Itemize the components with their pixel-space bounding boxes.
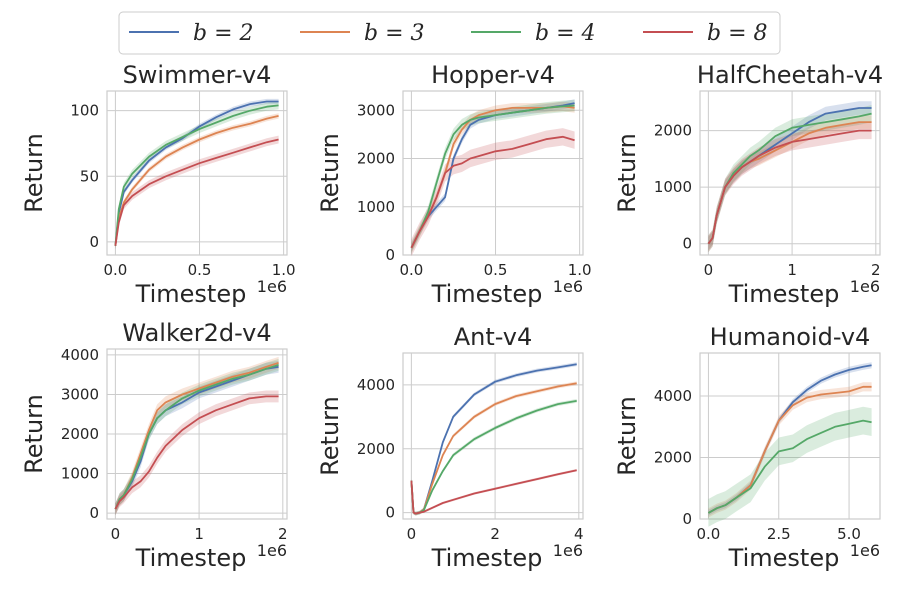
plot-area	[106, 90, 288, 256]
y-axis-label: Return	[20, 133, 48, 213]
x-tick-label: 5.0	[837, 525, 861, 543]
x-tick-label: 2.5	[767, 525, 791, 543]
series-band	[708, 382, 872, 518]
y-tick-label: 2000	[357, 440, 395, 458]
subplot-title: Hopper-v4	[431, 61, 555, 89]
x-tick-label: 2	[278, 525, 288, 543]
legend-label: b = 3	[364, 21, 425, 46]
x-tick-label: 0.0	[399, 261, 423, 279]
x-axis-scale-label: 1e6	[553, 277, 583, 296]
y-tick-label: 3000	[61, 385, 99, 403]
series-band	[411, 468, 577, 515]
y-axis-label: Return	[613, 396, 641, 476]
y-tick-label: 0	[682, 235, 692, 253]
y-tick-label: 0	[89, 504, 99, 522]
y-tick-label: 0	[385, 246, 395, 264]
x-tick-label: 1.0	[568, 261, 592, 279]
series-band	[115, 390, 279, 515]
series-line	[114, 115, 279, 246]
y-axis-label: Return	[316, 133, 344, 213]
x-tick-label: 1	[194, 525, 204, 543]
y-tick-label: 0	[385, 504, 395, 522]
subplot-title: Ant-v4	[454, 323, 533, 351]
series-band	[708, 101, 872, 251]
subplot-title: HalfCheetah-v4	[697, 61, 883, 89]
series-line	[410, 135, 575, 249]
series-line	[707, 419, 872, 514]
y-tick-label: 1000	[61, 465, 99, 483]
y-tick-label: 0	[682, 510, 692, 528]
x-tick-label: 2	[490, 525, 500, 543]
x-tick-label: 1	[787, 261, 797, 279]
x-tick-label: 0.0	[697, 525, 721, 543]
series-line	[114, 395, 279, 510]
y-tick-label: 4000	[357, 376, 395, 394]
y-tick-label: 4000	[61, 346, 99, 364]
x-tick-label: 4	[574, 525, 584, 543]
x-tick-label: 0	[704, 261, 714, 279]
x-tick-label: 0.5	[188, 261, 212, 279]
x-axis-label: Timestep	[431, 280, 543, 308]
series-line	[114, 363, 279, 510]
series-line	[707, 129, 872, 245]
x-axis-label: Timestep	[135, 544, 247, 572]
series-band	[708, 406, 872, 527]
y-axis-label: Return	[316, 396, 344, 476]
subplot-swimmer-v4: 0.0 0.5 1.0 0 50 100 Swimmer-v4 Timestep 1e6 Retu…	[20, 61, 296, 308]
x-tick-label: 0	[407, 525, 417, 543]
subplot-title: Swimmer-v4	[123, 61, 272, 89]
y-tick-label: 2000	[654, 449, 692, 467]
y-tick-label: 1000	[357, 198, 395, 216]
y-tick-label: 1000	[654, 178, 692, 196]
legend-label: b = 8	[707, 21, 768, 46]
series-line	[114, 138, 279, 246]
y-tick-label: 100	[70, 102, 99, 120]
y-tick-label: 4000	[654, 387, 692, 405]
legend-frame	[118, 11, 781, 55]
y-tick-label: 2000	[357, 150, 395, 168]
y-axis-label: Return	[613, 133, 641, 213]
x-axis-label: Timestep	[431, 544, 543, 572]
x-axis-label: Timestep	[728, 280, 840, 308]
legend-label: b = 2	[193, 21, 254, 46]
subplot-walker2d-v4: 0 1 2 0 1000 2000 3000 4000 Walker2d-v4 Timestep 1…	[20, 319, 288, 572]
series-band	[115, 135, 279, 250]
y-tick-label: 2000	[61, 425, 99, 443]
x-axis-scale-label: 1e6	[553, 541, 583, 560]
plot-area	[402, 90, 584, 256]
subplot-hopper-v4: 0.0 0.5 1.0 0 1000 2000 3000 Hopper-v4 Timestep 1…	[316, 61, 592, 308]
y-tick-label: 3000	[357, 101, 395, 119]
y-tick-label: 0	[89, 233, 99, 251]
plot-area	[699, 352, 881, 520]
y-axis-label: Return	[20, 394, 48, 474]
x-tick-label: 0.5	[484, 261, 508, 279]
x-axis-label: Timestep	[728, 544, 840, 572]
subplot-title: Humanoid-v4	[710, 323, 871, 351]
x-tick-label: 0.0	[103, 261, 127, 279]
x-axis-label: Timestep	[135, 280, 247, 308]
x-axis-scale-label: 1e6	[257, 277, 287, 296]
legend: b = 2 b = 3 b = 4 b = 8	[118, 11, 781, 55]
x-tick-label: 0	[111, 525, 121, 543]
series-band	[708, 122, 872, 253]
legend-label: b = 4	[535, 21, 596, 46]
y-tick-label: 2000	[654, 122, 692, 140]
x-axis-scale-label: 1e6	[850, 277, 880, 296]
series-line	[114, 100, 279, 246]
subplot-humanoid-v4: 0.0 2.5 5.0 0 2000 4000 Humanoid-v4 Timestep 1e6…	[613, 323, 881, 572]
y-tick-label: 50	[80, 167, 99, 185]
series-line	[410, 469, 577, 515]
series-band	[411, 128, 575, 257]
series-line	[410, 104, 575, 249]
subplot-ant-v4: 0 2 4 0 2000 4000 Ant-v4 Timestep 1e6 Return	[316, 323, 584, 572]
plot-area	[402, 352, 584, 520]
x-tick-label: 2	[871, 261, 881, 279]
x-tick-label: 1.0	[272, 261, 296, 279]
subplot-title: Walker2d-v4	[122, 319, 271, 347]
series-line	[114, 104, 279, 246]
x-axis-scale-label: 1e6	[257, 541, 287, 560]
subplot-halfcheetah-v4: 0 1 2 0 1000 2000 HalfCheetah-v4 Timestep 1e6 Ret…	[613, 61, 883, 308]
x-axis-scale-label: 1e6	[850, 541, 880, 560]
